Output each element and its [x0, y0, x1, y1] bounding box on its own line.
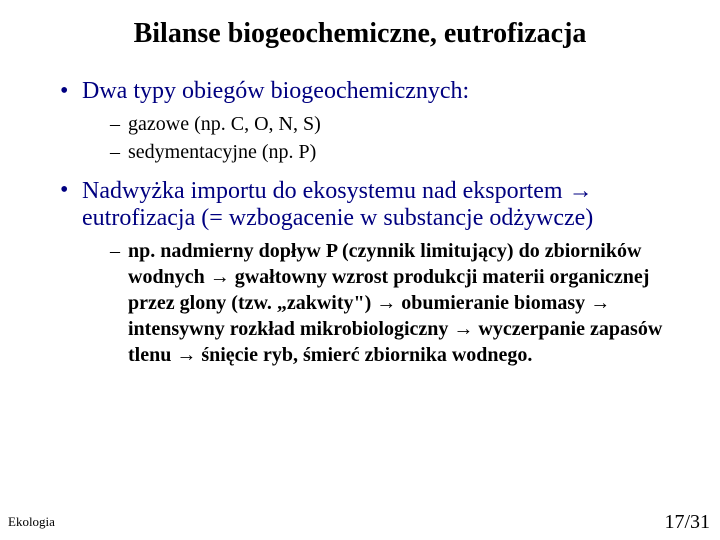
sub-bullet-1-1-text: gazowe (np. C, O, N, S)	[128, 113, 321, 135]
footer-right: 17/31	[664, 511, 710, 534]
main-bullet-2: Nadwyżka importu do ekosystemu nad ekspo…	[60, 177, 680, 368]
sub-bullet-2-1-text: np. nadmierny dopływ P (czynnik limitują…	[128, 240, 662, 366]
sub-list-1: gazowe (np. C, O, N, S) sedymentacyjne (…	[82, 111, 680, 165]
main-bullet-1-text: Dwa typy obiegów biogeochemicznych:	[82, 78, 469, 104]
sub-list-2: np. nadmierny dopływ P (czynnik limitują…	[82, 238, 680, 368]
main-bullet-list: Dwa typy obiegów biogeochemicznych: gazo…	[40, 78, 680, 368]
sub-bullet-2-1: np. nadmierny dopływ P (czynnik limitują…	[110, 238, 680, 368]
sub-bullet-1-2: sedymentacyjne (np. P)	[110, 139, 680, 165]
main-bullet-2-text: Nadwyżka importu do ekosystemu nad ekspo…	[82, 178, 593, 231]
sub-bullet-1-2-text: sedymentacyjne (np. P)	[128, 141, 316, 163]
footer-left: Ekologia	[8, 514, 55, 530]
main-bullet-1: Dwa typy obiegów biogeochemicznych: gazo…	[60, 78, 680, 165]
slide-title: Bilanse biogeochemiczne, eutrofizacja	[40, 18, 680, 50]
sub-bullet-1-1: gazowe (np. C, O, N, S)	[110, 111, 680, 137]
